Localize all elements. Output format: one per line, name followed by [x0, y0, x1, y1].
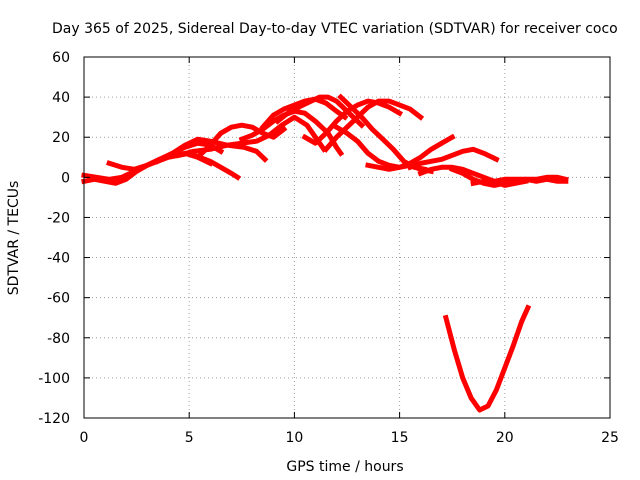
series-line-arc-6 — [196, 122, 288, 159]
y-tick-label: -120 — [38, 411, 70, 427]
axis-ticks: 0 5 10 15 20 25 -120 -100 -80 -60 -40 -20 0 20 40 60 — [38, 50, 619, 446]
series-line-arc-8 — [259, 96, 349, 131]
y-tick-label: -40 — [47, 251, 70, 267]
series-line-dip-arc — [442, 304, 532, 413]
series-line-arc-15 — [406, 146, 500, 171]
y-axis-label: SDTVAR / TECUs — [6, 181, 22, 296]
x-tick-label: 25 — [601, 430, 619, 446]
data-series — [81, 93, 569, 413]
y-tick-label: -20 — [47, 210, 70, 226]
x-tick-label: 15 — [391, 430, 409, 446]
x-tick-label: 20 — [496, 430, 514, 446]
x-tick-label: 0 — [80, 430, 89, 446]
plot-frame — [83, 56, 611, 419]
y-tick-label: -60 — [47, 291, 70, 307]
y-tick-label: -80 — [47, 331, 70, 347]
chart-title: Day 365 of 2025, Sidereal Day-to-day VTE… — [52, 21, 618, 37]
series-line-arc-9 — [274, 94, 366, 129]
series-line-arc-14 — [365, 133, 456, 172]
y-tick-label: 40 — [52, 90, 70, 106]
y-tick-label: -100 — [38, 371, 70, 387]
y-tick-label: 0 — [61, 170, 70, 186]
series-line-arc-4 — [154, 136, 269, 165]
y-tick-label: 60 — [52, 50, 70, 66]
y-tick-label: 20 — [52, 130, 70, 146]
x-tick-label: 5 — [185, 430, 194, 446]
series-line-arc-18 — [470, 176, 569, 187]
x-axis-label: GPS time / hours — [286, 459, 403, 475]
x-tick-label: 10 — [285, 430, 303, 446]
